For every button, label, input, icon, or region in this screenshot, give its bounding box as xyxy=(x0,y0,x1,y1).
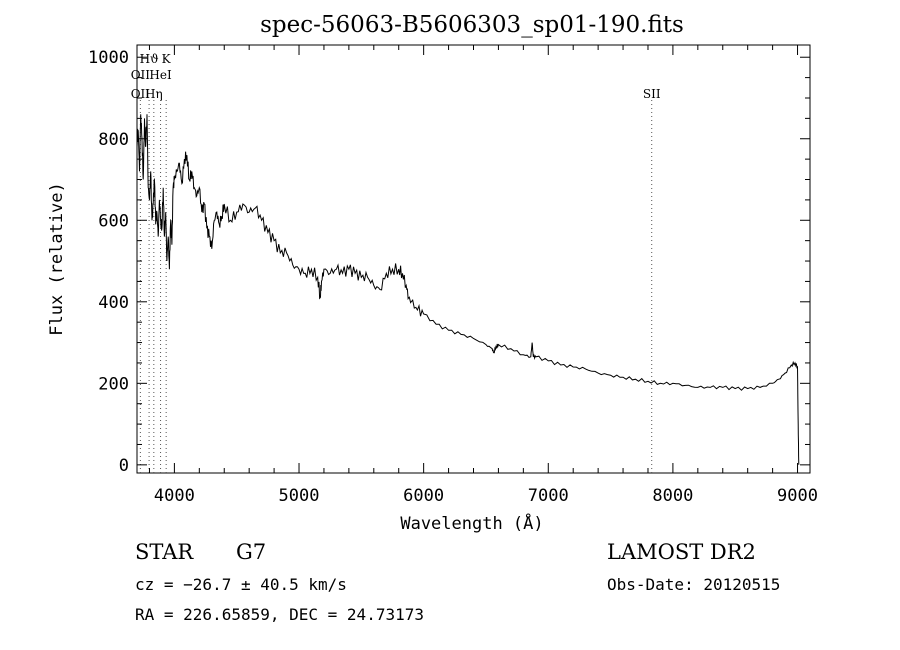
chart-title: spec-56063-B5606303_sp01-190.fits xyxy=(260,12,684,38)
y-tick-label: 0 xyxy=(119,456,129,476)
x-tick-label: 4000 xyxy=(154,486,195,506)
sky-coordinates: RA = 226.65859, DEC = 24.73173 xyxy=(135,605,424,624)
redshift-cz: cz = −26.7 ± 40.5 km/s xyxy=(135,575,347,594)
x-tick-label: 6000 xyxy=(403,486,444,506)
x-tick-label: 8000 xyxy=(652,486,693,506)
y-tick-label: 800 xyxy=(98,130,129,150)
line-annotation: Hϑ xyxy=(140,52,159,66)
line-annotation: OII xyxy=(131,68,151,82)
x-tick-label: 9000 xyxy=(777,486,818,506)
line-annotation: SII xyxy=(643,87,661,101)
spectrum-series-line xyxy=(136,114,800,465)
line-annotation: K xyxy=(162,52,172,66)
y-axis-label: Flux (relative) xyxy=(47,182,67,336)
line-annotation: HeI xyxy=(149,68,172,82)
x-tick-label: 5000 xyxy=(279,486,320,506)
object-class: STAR xyxy=(135,540,194,564)
y-tick-label: 400 xyxy=(98,293,129,313)
x-tick-label: 7000 xyxy=(528,486,569,506)
line-annotation: Hη xyxy=(145,87,163,101)
x-axis-label: Wavelength (Å) xyxy=(400,512,543,534)
line-markers xyxy=(139,100,653,473)
line-annotation: OII xyxy=(131,87,151,101)
y-tick-label: 1000 xyxy=(88,48,129,68)
observation-date: Obs-Date: 20120515 xyxy=(607,575,780,594)
survey-name: LAMOST DR2 xyxy=(607,540,756,564)
y-tick-label: 200 xyxy=(98,374,129,394)
y-axis: 0 200 400 600 800 1000 xyxy=(88,48,810,476)
plot-frame xyxy=(136,44,811,474)
object-subclass: G7 xyxy=(236,540,266,564)
x-axis: 4000 5000 6000 7000 8000 9000 xyxy=(148,45,818,506)
y-tick-label: 600 xyxy=(98,211,129,231)
